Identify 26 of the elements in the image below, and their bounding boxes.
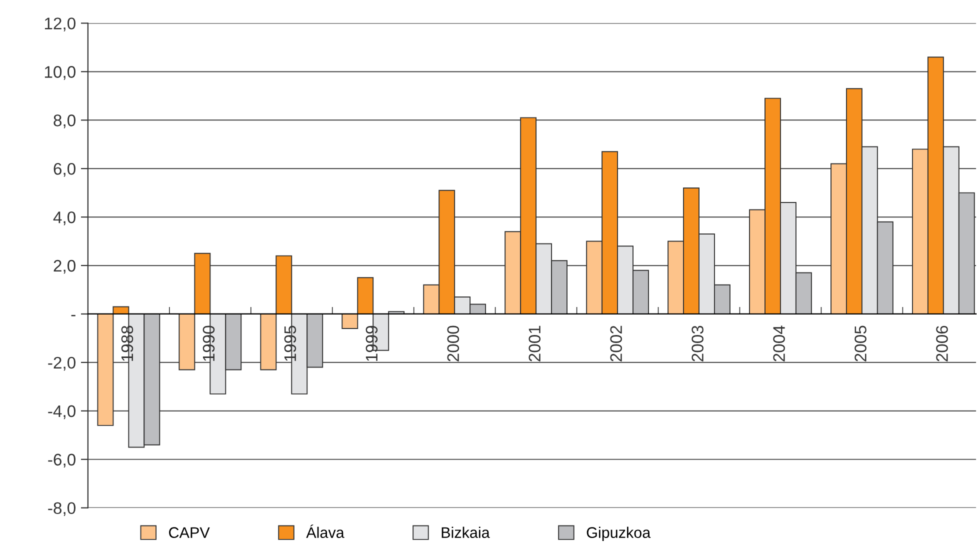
y-tick-label: 10,0	[44, 66, 76, 80]
legend-label: CAPV	[169, 527, 210, 538]
legend-label: Bizkaia	[442, 526, 490, 538]
x-tick-label: 1995	[284, 326, 296, 361]
x-tick-label: 2000	[447, 326, 460, 362]
x-tick-label: 2001	[528, 326, 541, 362]
y-tick-label: -	[71, 314, 76, 316]
y-tick-label: 8,0	[54, 114, 76, 128]
y-tick-label: 6,0	[54, 162, 76, 177]
x-tick-label: 2005	[854, 326, 866, 362]
y-tick-label: -2,0	[48, 356, 76, 371]
y-tick-label: 2,0	[54, 260, 76, 274]
y-tick-label: -4,0	[48, 405, 76, 420]
x-tick-label: 1990	[202, 326, 215, 361]
legend-label: Álava	[306, 524, 344, 538]
x-tick-label: 1988	[121, 326, 134, 361]
x-tick-label: 1999	[366, 326, 378, 361]
y-tick-label: 12,0	[44, 18, 76, 32]
x-tick-label: 2003	[692, 326, 704, 362]
legend-label: Gipuzkoa	[586, 526, 651, 542]
y-tick-label: -6,0	[48, 454, 76, 468]
y-tick-label: -8,0	[48, 502, 76, 516]
y-tick-label: 4,0	[53, 211, 76, 226]
x-tick-label: 2002	[610, 326, 622, 362]
x-tick-label: 2004	[773, 326, 785, 362]
x-tick-label: 2006	[936, 326, 948, 362]
